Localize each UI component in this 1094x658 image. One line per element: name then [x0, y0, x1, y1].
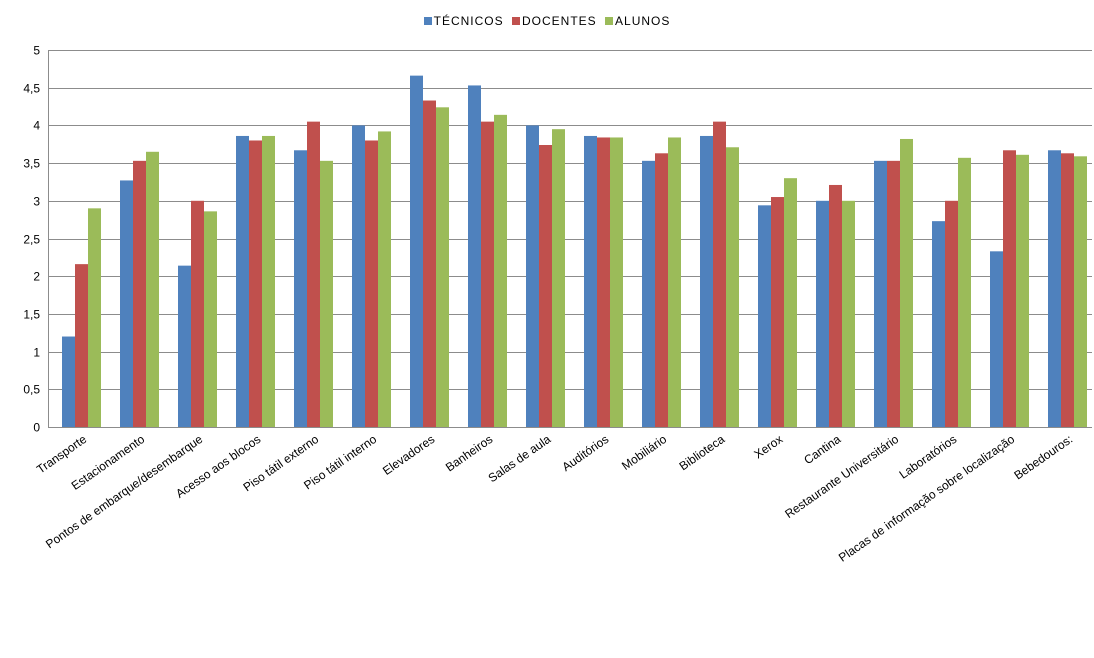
bar-tecnicos: [352, 125, 365, 428]
bar-alunos: [378, 131, 391, 427]
bar-docentes: [945, 200, 958, 427]
bar-docentes: [829, 184, 842, 427]
bar-tecnicos: [874, 160, 887, 427]
bar-alunos: [900, 138, 913, 428]
bar-tecnicos: [62, 336, 75, 427]
bar-alunos: [436, 107, 449, 427]
y-tick-label: 2: [33, 270, 40, 284]
y-tick-label: 5: [33, 44, 40, 58]
bar-alunos: [1074, 156, 1087, 427]
chart-legend: TÉCNICOS DOCENTES ALUNOS: [0, 14, 1094, 28]
x-tick-label: Transporte: [34, 432, 89, 477]
bar-docentes: [75, 264, 88, 427]
bar-docentes: [771, 197, 784, 427]
bar-tecnicos: [932, 221, 945, 427]
y-tick-label: 3,5: [23, 157, 40, 171]
x-tick-label: Biblioteca: [677, 432, 728, 473]
bar-tecnicos: [758, 205, 771, 427]
bar-docentes: [365, 140, 378, 428]
y-tick-label: 4,5: [23, 82, 40, 96]
bar-alunos: [494, 114, 507, 428]
x-tick-label: Auditórios: [559, 432, 611, 474]
y-tick-label: 1: [33, 346, 40, 360]
bar-alunos: [610, 137, 623, 428]
bar-alunos: [1016, 154, 1029, 427]
legend-item-alunos: ALUNOS: [605, 14, 670, 28]
bar-docentes: [133, 160, 146, 427]
bar-tecnicos: [236, 135, 249, 427]
legend-label-tecnicos: TÉCNICOS: [433, 14, 504, 28]
bar-tecnicos: [120, 180, 133, 427]
bar-alunos: [88, 208, 101, 427]
bar-tecnicos: [816, 200, 829, 427]
bar-alunos: [726, 147, 739, 428]
y-tick-label: 0,5: [23, 383, 40, 397]
legend-item-docentes: DOCENTES: [511, 14, 597, 28]
bar-docentes: [713, 121, 726, 427]
y-tick-label: 2,5: [23, 233, 40, 247]
bar-docentes: [249, 140, 262, 428]
bar-docentes: [481, 121, 494, 427]
x-tick-label: Bebedouros:: [1011, 432, 1075, 483]
bar-tecnicos: [468, 85, 481, 428]
bar-tecnicos: [410, 75, 423, 428]
y-tick-label: 0: [33, 421, 40, 435]
bar-alunos: [146, 151, 159, 428]
bar-docentes: [1061, 153, 1074, 427]
x-tick-label: Xerox: [752, 432, 786, 461]
legend-swatch-tecnicos: [423, 17, 432, 25]
legend-swatch-docentes: [511, 17, 520, 25]
bar-alunos: [784, 178, 797, 427]
bar-docentes: [655, 153, 668, 427]
legend-label-docentes: DOCENTES: [521, 14, 597, 28]
bar-tecnicos: [294, 150, 307, 428]
bar-tecnicos: [1048, 150, 1061, 428]
bar-docentes: [307, 121, 320, 427]
bar-docentes: [539, 145, 552, 427]
legend-label-alunos: ALUNOS: [615, 14, 671, 28]
bar-alunos: [552, 129, 565, 428]
y-tick-label: 3: [33, 195, 40, 209]
bar-alunos: [262, 135, 275, 427]
bar-tecnicos: [584, 135, 597, 427]
x-tick-label: Restaurante Universitário: [782, 432, 901, 521]
bar-docentes: [191, 200, 204, 427]
bar-tecnicos: [642, 160, 655, 427]
legend-item-tecnicos: TÉCNICOS: [423, 14, 504, 28]
bar-tecnicos: [700, 135, 713, 427]
legend-swatch-alunos: [605, 17, 614, 25]
bar-docentes: [1003, 150, 1016, 428]
bar-alunos: [842, 200, 855, 427]
x-tick-label: Banheiros: [443, 432, 495, 474]
bar-docentes: [423, 100, 436, 427]
y-tick-label: 4: [33, 119, 40, 133]
bar-alunos: [320, 160, 333, 427]
y-tick-label: 1,5: [23, 308, 40, 322]
bar-alunos: [204, 211, 217, 427]
bar-tecnicos: [178, 265, 191, 427]
bar-alunos: [958, 157, 971, 427]
x-tick-label: Cantina: [801, 432, 843, 467]
bar-tecnicos: [990, 251, 1003, 427]
bar-docentes: [597, 137, 610, 428]
bar-alunos: [668, 137, 681, 428]
x-tick-label: Mobiliário: [619, 432, 669, 473]
bar-docentes: [887, 160, 900, 427]
bar-tecnicos: [526, 125, 539, 428]
x-tick-label: Salas de aula: [486, 432, 554, 485]
x-tick-label: Elevadores: [380, 432, 437, 478]
